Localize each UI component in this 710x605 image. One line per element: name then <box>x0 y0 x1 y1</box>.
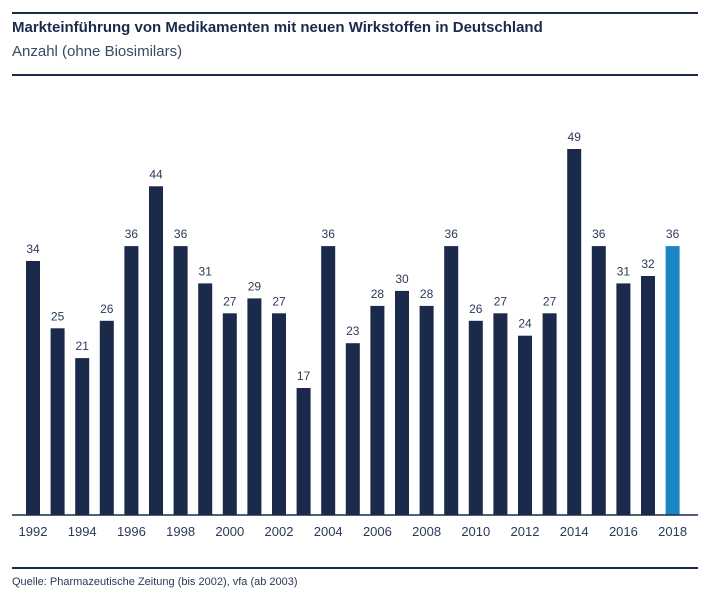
value-label-2001: 29 <box>248 279 262 293</box>
bar-1998 <box>173 246 188 515</box>
x-tick-label-1996: 1996 <box>117 524 146 539</box>
x-tick-label-2006: 2006 <box>363 524 392 539</box>
x-tick-label-1994: 1994 <box>68 524 97 539</box>
value-label-1992: 34 <box>26 242 40 256</box>
bar-2017 <box>641 276 655 515</box>
bars-group <box>26 149 680 516</box>
bar-2001 <box>247 298 262 515</box>
bar-2013 <box>542 313 557 515</box>
value-label-2015: 36 <box>592 227 606 241</box>
bar-2004 <box>321 246 336 515</box>
value-label-2003: 17 <box>297 369 311 383</box>
value-label-1996: 36 <box>125 227 139 241</box>
bar-2006 <box>370 305 385 515</box>
bar-2014 <box>567 149 582 515</box>
bar-2007 <box>395 290 409 515</box>
chart-title: Markteinführung von Medikamenten mit neu… <box>12 19 543 36</box>
x-tick-label-2002: 2002 <box>265 524 294 539</box>
value-label-2017: 32 <box>641 257 655 271</box>
bar-2012 <box>518 335 532 515</box>
header-rule <box>12 74 698 76</box>
bar-1992 <box>26 261 40 515</box>
bar-2015 <box>591 246 606 515</box>
bar-2011 <box>493 313 508 515</box>
x-tick-labels-group: 1992 1994 1996 1998 2000 2002 2004 2006 2008 2010… <box>19 524 688 539</box>
value-label-1994: 21 <box>76 339 90 353</box>
value-label-2010: 26 <box>469 302 483 316</box>
value-label-2004: 36 <box>322 227 336 241</box>
value-label-2008: 28 <box>420 287 434 301</box>
value-label-1995: 26 <box>100 302 114 316</box>
bar-2003 <box>296 388 311 515</box>
value-label-2009: 36 <box>445 227 459 241</box>
source-note: Quelle: Pharmazeutische Zeitung (bis 200… <box>12 576 298 588</box>
value-label-2016: 31 <box>617 264 631 278</box>
x-tick-label-2010: 2010 <box>461 524 490 539</box>
x-tick-label-2014: 2014 <box>560 524 589 539</box>
value-label-1999: 31 <box>199 264 213 278</box>
bar-2008 <box>419 305 434 515</box>
footer-rule <box>12 567 698 569</box>
x-tick-label-2000: 2000 <box>215 524 244 539</box>
value-label-2000: 27 <box>223 294 237 308</box>
value-label-2012: 24 <box>518 317 532 331</box>
bar-2010 <box>468 320 483 515</box>
bar-chart: 34 25 21 26 36 44 36 31 27 29 27 17 36 23 28 30 28 36 26 27… <box>12 130 698 539</box>
bar-2002 <box>272 313 286 515</box>
value-label-2018: 36 <box>666 227 680 241</box>
value-label-1997: 44 <box>149 167 163 181</box>
bar-1995 <box>99 320 114 515</box>
chart-subtitle: Anzahl (ohne Biosimilars) <box>12 43 183 60</box>
value-label-2006: 28 <box>371 287 385 301</box>
bar-2016 <box>616 283 631 515</box>
x-tick-label-2012: 2012 <box>511 524 540 539</box>
value-label-2007: 30 <box>395 272 409 286</box>
value-label-2005: 23 <box>346 324 360 338</box>
x-tick-label-2004: 2004 <box>314 524 343 539</box>
bar-1996 <box>124 246 139 515</box>
bar-1994 <box>75 358 90 515</box>
value-label-1993: 25 <box>51 309 65 323</box>
value-label-2011: 27 <box>494 294 508 308</box>
x-tick-label-1998: 1998 <box>166 524 195 539</box>
value-label-2002: 27 <box>272 294 286 308</box>
x-tick-label-2016: 2016 <box>609 524 638 539</box>
x-tick-label-2008: 2008 <box>412 524 441 539</box>
bar-2018 <box>665 246 680 515</box>
bar-2009 <box>444 246 459 515</box>
bar-1997 <box>149 186 163 516</box>
value-label-2013: 27 <box>543 294 557 308</box>
value-labels-group: 34 25 21 26 36 44 36 31 27 29 27 17 36 23 28 30 28 36 26 27… <box>26 130 679 383</box>
bar-1999 <box>198 283 213 515</box>
value-label-1998: 36 <box>174 227 188 241</box>
value-label-2014: 49 <box>568 130 582 144</box>
bar-1993 <box>50 328 65 515</box>
bar-2000 <box>222 313 237 515</box>
bar-2005 <box>345 343 360 515</box>
x-tick-label-2018: 2018 <box>658 524 687 539</box>
top-rule <box>12 12 698 14</box>
x-tick-label-1992: 1992 <box>19 524 48 539</box>
